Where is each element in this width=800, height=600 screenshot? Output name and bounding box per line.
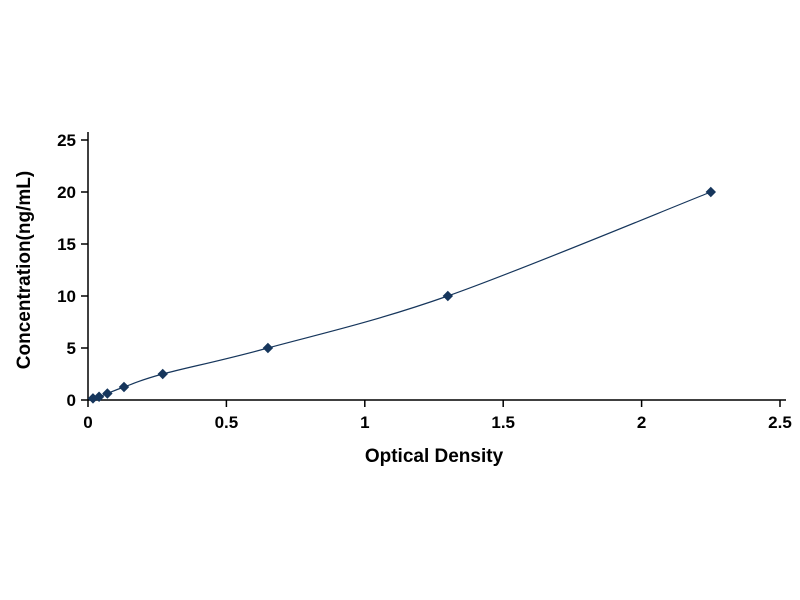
x-tick-label: 1.5 [491, 413, 515, 432]
tick-marks [81, 139, 781, 407]
x-tick-label: 0 [83, 413, 92, 432]
tick-labels: 0 0.5 1 1.5 2 2.5 0 5 10 15 20 25 [57, 131, 792, 432]
data-point [93, 391, 105, 402]
y-tick-label: 15 [57, 235, 76, 254]
y-tick-label: 10 [57, 287, 76, 306]
data-point [157, 368, 168, 380]
data-point [705, 186, 717, 198]
x-tick-label: 1 [360, 413, 369, 432]
data-series [87, 186, 717, 404]
data-point [262, 342, 274, 354]
y-tick-label: 20 [57, 183, 76, 202]
data-point [118, 381, 130, 393]
x-tick-label: 0.5 [215, 413, 239, 432]
x-tick-label: 2.5 [768, 413, 792, 432]
data-point [102, 388, 113, 399]
y-axis-title: Concentration(ng/mL) [14, 171, 35, 369]
x-tick-label: 2 [637, 413, 646, 432]
curve-line [92, 191, 712, 399]
y-tick-label: 25 [57, 131, 76, 150]
x-axis-title: Optical Density [365, 446, 504, 467]
y-tick-label: 0 [67, 391, 76, 410]
axes [87, 132, 786, 401]
y-tick-label: 5 [67, 339, 76, 358]
data-point [442, 290, 454, 302]
